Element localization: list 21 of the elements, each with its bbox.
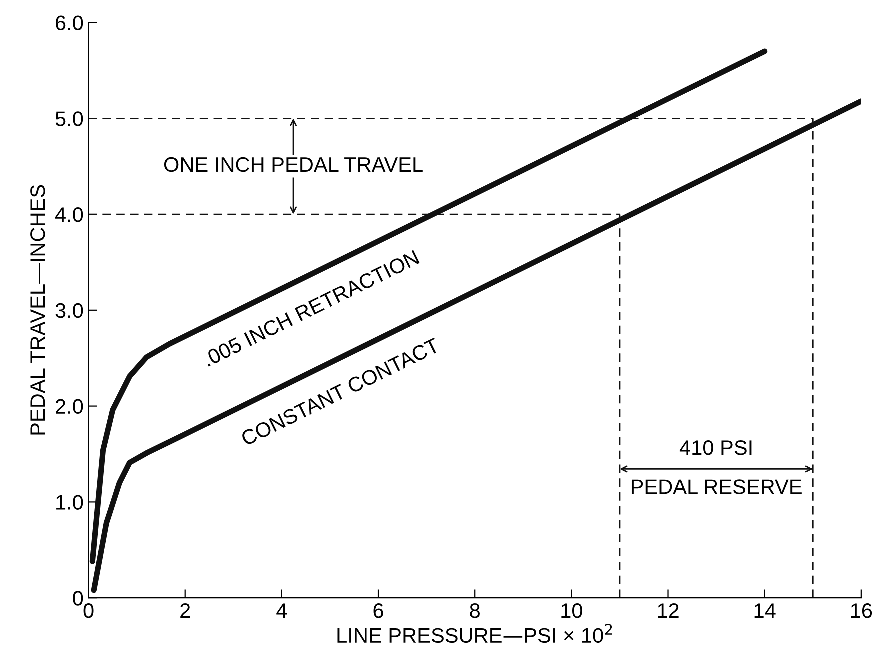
x-tick-label: 16 <box>851 603 872 618</box>
x-tick-label: 0 <box>84 603 94 618</box>
x-tick-label: 4 <box>276 604 288 618</box>
y-tick-label: 0 <box>73 591 84 606</box>
annotation: ONE INCH PEDAL TRAVEL <box>164 157 423 172</box>
x-tick-label: 12 <box>658 603 679 618</box>
y-tick-label: 6.0 <box>56 16 84 30</box>
y-axis-title: PEDAL TRAVEL—INCHES <box>30 185 46 435</box>
y-tick-label: 3.0 <box>56 303 84 318</box>
x-tick-label: 6 <box>374 603 384 618</box>
x-axis-title: LINE PRESSURE—PSI × 10$^{2}$ <box>338 624 612 644</box>
x-tick-label: 14 <box>754 604 776 618</box>
y-tick-label: 4.0 <box>55 208 84 222</box>
x-tick-label: 8 <box>470 603 480 618</box>
x-tick-label: 2 <box>180 603 190 618</box>
y-tick-label: 2.0 <box>56 399 84 414</box>
annotation: PEDAL RESERVE <box>632 480 802 494</box>
y-tick-label: 5.0 <box>56 112 84 126</box>
y-tick-label: 1.0 <box>56 495 84 510</box>
x-tick-label: 10 <box>562 603 582 618</box>
annotation: 410 PSI <box>680 440 752 456</box>
